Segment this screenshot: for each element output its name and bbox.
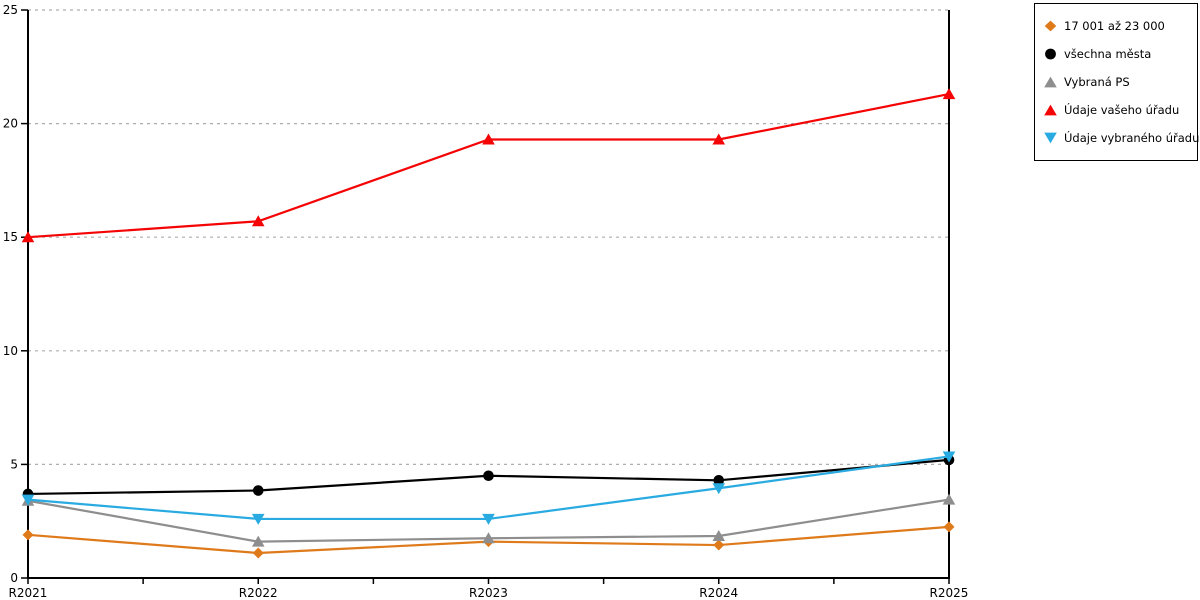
data-point xyxy=(712,529,726,541)
x-tick-label: R2023 xyxy=(469,586,508,600)
series-line xyxy=(27,455,950,521)
x-tick-label: R2024 xyxy=(699,586,738,600)
legend-marker-triangle-up-icon xyxy=(1044,104,1057,116)
data-point xyxy=(713,539,725,551)
data-point xyxy=(713,475,725,486)
y-tick-label: 15 xyxy=(3,230,18,244)
data-point xyxy=(483,470,494,482)
data-point xyxy=(482,133,495,145)
series-selected-office xyxy=(21,451,956,525)
legend-item-label: Vybraná PS xyxy=(1064,75,1130,89)
legend-marker-diamond-icon xyxy=(1044,20,1057,32)
legend-item-label: všechna města xyxy=(1064,47,1152,61)
x-tick-label: R2022 xyxy=(239,586,278,600)
series-selected-ps xyxy=(21,493,956,547)
data-point xyxy=(712,133,726,145)
y-tick-label: 5 xyxy=(10,457,18,471)
data-point xyxy=(942,88,956,100)
data-point xyxy=(21,231,35,243)
legend-marker-triangle-down-icon xyxy=(1044,132,1057,144)
y-tick-label: 20 xyxy=(3,117,18,131)
legend-item-all-cities: všechna města xyxy=(1044,40,1191,68)
data-point xyxy=(252,485,264,496)
data-point xyxy=(251,513,265,525)
legend-item-selected-ps: Vybraná PS xyxy=(1044,68,1191,96)
legend-marker-circle-icon xyxy=(1044,48,1057,60)
data-point xyxy=(21,494,35,506)
data-point xyxy=(942,451,956,463)
y-tick-label: 0 xyxy=(10,571,18,585)
data-point xyxy=(942,493,956,505)
legend-item-size-band: 17 001 až 23 000 xyxy=(1044,12,1191,40)
data-point xyxy=(251,535,265,547)
legend-item-label: Údaje vybraného úřadu xyxy=(1064,131,1200,145)
series-your-office xyxy=(21,88,956,243)
y-tick-label: 25 xyxy=(3,3,18,17)
legend: 17 001 až 23 000 všechna města Vybraná P… xyxy=(1034,3,1199,161)
x-tick-label: R2025 xyxy=(930,586,969,600)
data-point xyxy=(943,521,955,533)
x-tick-label: R2021 xyxy=(9,586,48,600)
data-point xyxy=(482,532,495,544)
data-point xyxy=(22,529,34,541)
series-line xyxy=(27,92,950,239)
legend-item-selected-office: Údaje vybraného úřadu xyxy=(1044,124,1199,152)
legend-item-label: Údaje vašeho úřadu xyxy=(1064,103,1180,117)
data-point xyxy=(482,513,495,525)
legend-marker-triangle-up-icon xyxy=(1044,76,1057,88)
data-point xyxy=(251,215,265,227)
data-point xyxy=(712,483,726,495)
legend-item-your-office: Údaje vašeho úřadu xyxy=(1044,96,1191,124)
series-all-cities xyxy=(22,454,955,500)
data-point xyxy=(252,547,264,559)
y-tick-label: 10 xyxy=(3,344,18,358)
legend-item-label: 17 001 až 23 000 xyxy=(1064,19,1165,33)
